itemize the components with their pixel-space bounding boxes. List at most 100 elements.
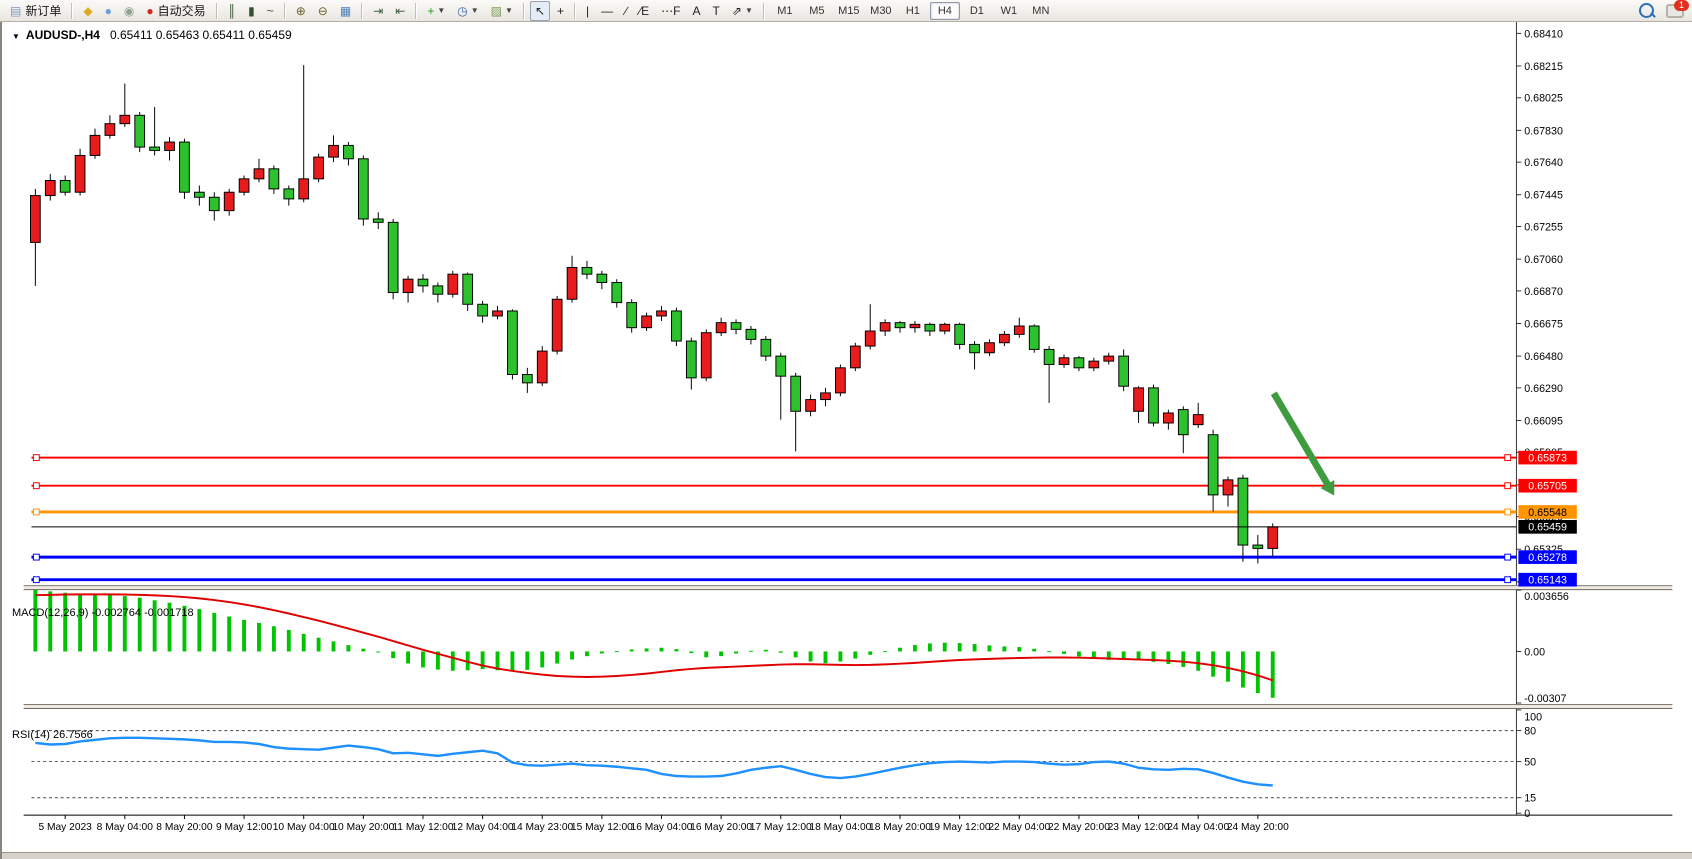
horizontal-lines[interactable]	[31, 454, 1517, 584]
line-handle[interactable]	[1504, 508, 1512, 516]
line-handle[interactable]	[32, 553, 40, 561]
timeframe-h4-button[interactable]: H4	[929, 1, 960, 20]
timeframe-h1-button[interactable]: H1	[905, 4, 920, 17]
chart-shift-button[interactable]: ⇤	[390, 1, 410, 21]
price-label-0.65143[interactable]: 0.65143	[1518, 572, 1577, 587]
price-chart[interactable]: 0.68410 0.68215 0.68025 0.67830 0.67640 0.674…	[2, 22, 1692, 859]
line-chart-button[interactable]: ~	[262, 1, 279, 21]
svg-text:0.66480: 0.66480	[1524, 351, 1563, 363]
candle	[671, 310, 682, 342]
text-label-button[interactable]: T	[708, 1, 725, 21]
price-label-0.65548[interactable]: 0.65548	[1518, 505, 1577, 519]
price-label-0.65873[interactable]: 0.65873	[1518, 450, 1577, 465]
time-label: 5 May 2023	[38, 822, 92, 833]
line-handle[interactable]	[32, 454, 40, 462]
add-chart-icon: +	[427, 3, 435, 18]
rsi-indicator-label: RSI(14) 26.7566	[12, 729, 93, 741]
line-handle[interactable]	[1504, 482, 1512, 490]
text-button[interactable]: A	[688, 1, 706, 21]
candle	[164, 141, 175, 151]
timeframe-m5-button[interactable]: M5	[809, 4, 825, 17]
candle	[1267, 526, 1279, 549]
macd-bar	[704, 651, 709, 658]
macd-bar	[197, 609, 202, 652]
current-price-badge[interactable]: 0.65459	[1518, 520, 1577, 534]
crosshair-button[interactable]: +	[552, 1, 569, 21]
chevron-down-icon: ▼	[470, 6, 479, 15]
candle	[417, 278, 429, 287]
autotrade-button[interactable]: ● 自动交易	[141, 1, 210, 21]
line-handle[interactable]	[32, 508, 40, 516]
text-icon: A	[692, 3, 701, 18]
new-order-button[interactable]: ▤ 新订单	[5, 1, 66, 21]
notification-badge: 1	[1674, 0, 1689, 11]
gold-book-button[interactable]: ◆	[78, 1, 97, 21]
candle	[208, 196, 220, 212]
time-label: 24 May 20:00	[1227, 822, 1289, 833]
line-handle[interactable]	[1504, 454, 1512, 462]
timeframe-w1-button[interactable]: W1	[1000, 4, 1018, 17]
time-label: 16 May 20:00	[690, 822, 752, 833]
candle	[924, 323, 936, 332]
candle	[1252, 544, 1264, 549]
bar-chart-button[interactable]: ║	[223, 1, 242, 21]
toolbar-separator	[361, 2, 364, 19]
line-handle[interactable]	[1504, 553, 1512, 561]
svg-text:0.65873: 0.65873	[1528, 453, 1567, 465]
fibonacci-button[interactable]: ⋯F	[656, 1, 685, 21]
macd-bar	[674, 649, 679, 652]
macd-bar	[1211, 651, 1216, 677]
panel-splitter[interactable]	[23, 704, 1673, 709]
macd-bar	[510, 651, 515, 672]
time-label: 15 May 12:00	[571, 822, 633, 833]
line-handle[interactable]	[32, 482, 40, 490]
timeframe-mn-button[interactable]: MN	[1032, 4, 1050, 17]
chat-icon[interactable]: 1	[1666, 0, 1689, 18]
panel-splitter[interactable]	[23, 585, 1673, 591]
timeframe-m1-button[interactable]: M1	[777, 4, 793, 17]
macd-bar	[480, 651, 485, 670]
vertical-line-button[interactable]: |	[581, 1, 594, 21]
macd-bar	[376, 651, 381, 653]
crosshair-icon: +	[557, 3, 565, 18]
community-button[interactable]: ●	[100, 1, 117, 21]
candle	[984, 342, 995, 354]
candle	[1222, 479, 1234, 496]
arrow-annotation[interactable]	[1270, 391, 1333, 489]
toolbar-separator	[415, 2, 418, 19]
zoom-out-button[interactable]: ⊖	[313, 1, 333, 21]
time-axis[interactable]: 5 May 2023 8 May 04:00 8 May 20:00 9 May 12…	[38, 815, 1289, 833]
horizontal-line-button[interactable]: —	[596, 1, 618, 21]
price-label-0.65278[interactable]: 0.65278	[1518, 550, 1577, 564]
equidistant-channel-icon: ∕E	[639, 3, 650, 18]
price-label-0.65705[interactable]: 0.65705	[1518, 478, 1577, 493]
signals-button[interactable]: ◉	[119, 1, 139, 21]
timeframe-m15-button[interactable]: M15	[838, 4, 860, 17]
timeframe-m30-button[interactable]: M30	[870, 4, 892, 17]
tile-windows-button[interactable]: ▦	[335, 1, 356, 21]
candle	[179, 141, 190, 193]
collapse-triangle-icon[interactable]: ▼	[12, 32, 20, 41]
equidistant-channel-button[interactable]: ∕E	[634, 1, 654, 21]
candlestick-button[interactable]: ▮	[243, 1, 260, 21]
svg-text:50: 50	[1524, 756, 1536, 768]
candle	[596, 273, 608, 284]
trendline-button[interactable]: ∕	[620, 1, 632, 21]
search-icon[interactable]	[1639, 3, 1654, 18]
add-chart-button[interactable]: + ▼	[422, 1, 450, 21]
templates-button[interactable]: ▨ ▼	[486, 1, 518, 21]
line-handle[interactable]	[1504, 576, 1512, 584]
candle	[641, 315, 652, 329]
candle	[521, 374, 533, 384]
cursor-button[interactable]: ↖	[529, 0, 550, 21]
auto-scroll-button[interactable]: ⇥	[368, 1, 388, 21]
zoom-in-button[interactable]: ⊕	[291, 1, 311, 21]
periods-button[interactable]: ◷ ▼	[452, 1, 483, 21]
candle	[387, 221, 399, 294]
line-handle[interactable]	[32, 576, 40, 584]
arrows-button[interactable]: ⇗ ▼	[727, 1, 758, 21]
chart-window: 0.68410 0.68215 0.68025 0.67830 0.67640 0.674…	[0, 22, 1692, 859]
timeframe-d1-button[interactable]: D1	[969, 4, 984, 17]
bottom-scroll-strip[interactable]	[2, 852, 1692, 859]
